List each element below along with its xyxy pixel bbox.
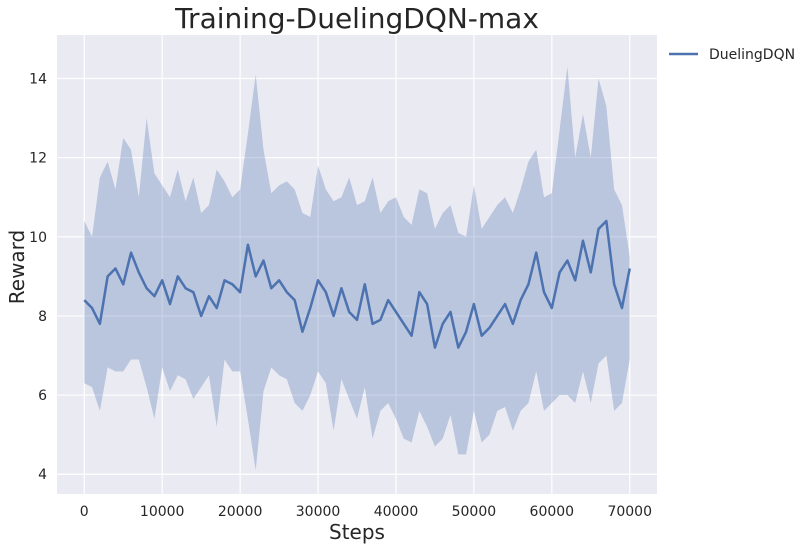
legend: DuelingDQN: [669, 47, 795, 63]
y-tick-label-4: 12: [29, 151, 47, 167]
x-tick-labels: 0 10000 20000 30000 40000 50000 60000 70000: [80, 504, 652, 520]
x-tick-label-3: 30000: [296, 504, 341, 520]
y-tick-labels: 4 6 8 10 12 14: [29, 72, 47, 484]
x-axis-label: Steps: [329, 520, 385, 544]
y-axis-label: Reward: [5, 230, 29, 304]
x-tick-label-4: 40000: [374, 504, 419, 520]
y-tick-label-0: 4: [38, 467, 47, 483]
series-line-layer: [83, 219, 631, 349]
y-tick-label-3: 10: [29, 230, 47, 246]
x-tick-label-5: 50000: [452, 504, 497, 520]
y-tick-label-1: 6: [38, 388, 47, 404]
series-band-duelingdqn: [84, 66, 630, 471]
series-band-layer: [84, 66, 630, 471]
x-tick-label-0: 0: [80, 504, 89, 520]
plot-background: [57, 35, 657, 494]
x-tick-label-6: 60000: [530, 504, 575, 520]
chart-title: Training-DuelingDQN-max: [174, 2, 539, 35]
y-tick-label-5: 14: [29, 72, 47, 88]
x-tick-label-1: 10000: [140, 504, 185, 520]
x-tick-label-7: 70000: [607, 504, 652, 520]
series-line-duelingdqn: [83, 219, 631, 349]
legend-label-duelingdqn: DuelingDQN: [709, 47, 795, 63]
y-tick-label-2: 8: [38, 309, 47, 325]
x-tick-label-2: 20000: [218, 504, 263, 520]
